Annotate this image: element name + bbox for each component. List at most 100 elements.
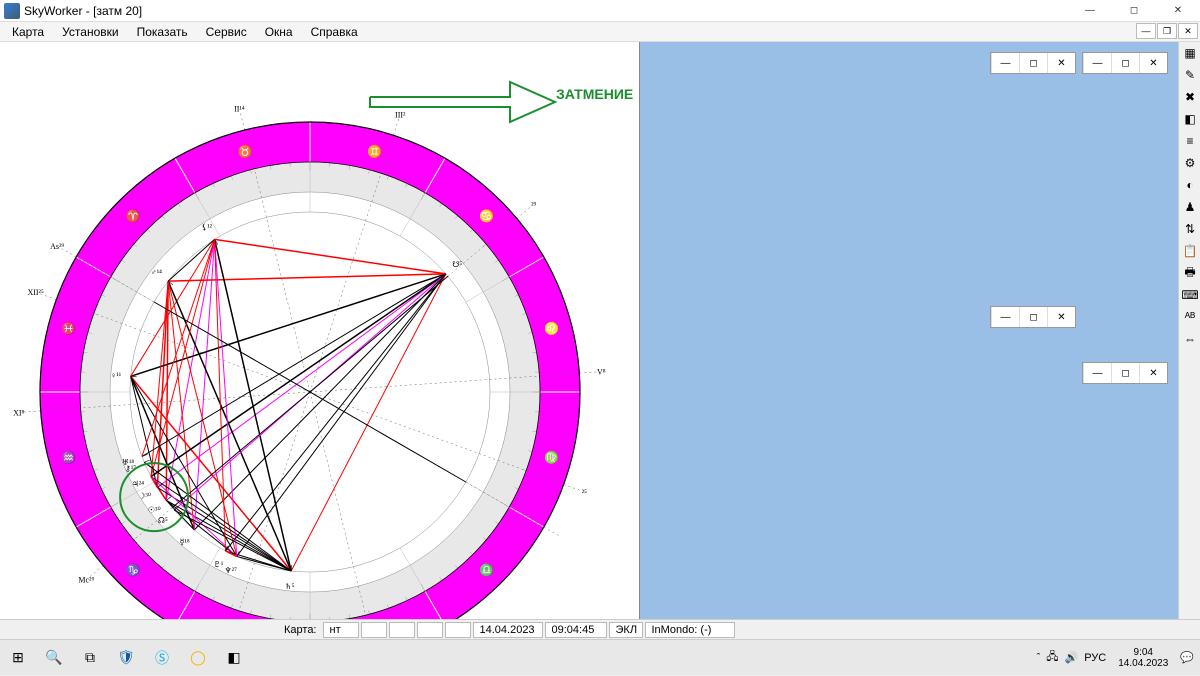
chart-panel: ♈♉♊♋♌♍♎♏♐♑♒♓As²⁹II¹⁴III²²⁹V⁸²⁵VIII¹⁴IX²M… [0,42,640,652]
tw3-close[interactable]: ✕ [1047,307,1075,327]
window-title: SkyWorker - [затм 20] [24,4,1068,18]
tool-gear-icon[interactable]: ⚙ [1179,152,1200,174]
menu-okna[interactable]: Окна [257,23,301,41]
tray-clock[interactable]: 9:04 14.04.2023 [1112,647,1174,669]
taskview-icon[interactable]: ⧉ [72,640,108,676]
tw2-close[interactable]: ✕ [1139,53,1167,73]
tw1-max[interactable]: ◻ [1019,53,1047,73]
clock-time: 9:04 [1118,647,1168,658]
taskbar: ⊞ 🔍 ⧉ 🛡 Ⓢ ◯ ◧ ˆ 🖧 🔊 РУС 9:04 14.04.2023 … [0,639,1200,675]
svg-text:♍: ♍ [544,451,559,465]
tw1-close[interactable]: ✕ [1047,53,1075,73]
tool-layout-icon[interactable]: ◧ [1179,108,1200,130]
toolwindow-1[interactable]: — ◻ ✕ [990,52,1076,74]
tool-figure-icon[interactable]: ♟ [1179,196,1200,218]
clock-date: 14.04.2023 [1118,658,1168,669]
toolwindow-3[interactable]: — ◻ ✕ [990,306,1076,328]
tool-pencil-icon[interactable]: ✎ [1179,64,1200,86]
tw2-min[interactable]: — [1083,53,1111,73]
svg-text:Mc²⁹: Mc²⁹ [78,576,94,585]
toolwindow-4[interactable]: — ◻ ✕ [1082,362,1168,384]
menu-karta[interactable]: Карта [4,23,52,41]
app-icon [4,3,20,19]
mdi-child-controls: — ❐ ✕ [1136,23,1198,39]
tool-keyboard-icon[interactable]: ⌨ [1179,284,1200,306]
natal-chart: ♈♉♊♋♌♍♎♏♐♑♒♓As²⁹II¹⁴III²²⁹V⁸²⁵VIII¹⁴IX²M… [0,42,640,652]
taskbar-skype-icon[interactable]: Ⓢ [144,640,180,676]
svg-text:☊⁵: ☊⁵ [158,516,168,525]
mdi-restore[interactable]: ❐ [1157,23,1177,39]
svg-text:♎: ♎ [479,563,494,577]
status-karta: нт [323,622,359,638]
system-tray: ˆ 🖧 🔊 РУС 9:04 14.04.2023 💬 [1037,647,1200,669]
svg-text:♈: ♈ [126,209,141,223]
menu-servis[interactable]: Сервис [198,23,255,41]
svg-text:II¹⁴: II¹⁴ [234,105,245,114]
svg-text:♌: ♌ [544,321,559,335]
status-empty1 [361,622,387,638]
status-date: 14.04.2023 [473,622,543,638]
tray-chevron-icon[interactable]: ˆ [1037,652,1041,664]
svg-text:♂¹⁴: ♂¹⁴ [151,268,162,277]
eclipse-annotation: ЗАТМЕНИЕ [556,86,633,102]
window-controls: — ◻ ✕ [1068,0,1200,22]
start-button[interactable]: ⊞ [0,640,36,676]
tool-text-icon[interactable]: ᴬᴮ [1179,306,1200,328]
svg-text:♆²⁷: ♆²⁷ [225,566,238,575]
svg-text:♋: ♋ [479,209,494,223]
svg-text:♄⁵: ♄⁵ [285,582,295,591]
tool-swap-icon[interactable]: ⇔ [1179,328,1200,350]
status-empty3 [417,622,443,638]
svg-text:♀¹¹: ♀¹¹ [110,371,121,380]
tool-sort-icon[interactable]: ⇅ [1179,218,1200,240]
minimize-button[interactable]: — [1068,0,1112,22]
status-loc: InMondo: (-) [645,622,735,638]
svg-text:☉³⁰: ☉³⁰ [148,505,161,514]
client-area: ♈♉♊♋♌♍♎♏♐♑♒♓As²⁹II¹⁴III²²⁹V⁸²⁵VIII¹⁴IX²M… [0,42,1178,619]
menu-ustanovki[interactable]: Установки [54,23,126,41]
tw4-min[interactable]: — [1083,363,1111,383]
tw3-max[interactable]: ◻ [1019,307,1047,327]
status-sys: ЭКЛ [609,622,643,638]
svg-text:☽³⁰: ☽³⁰ [138,491,151,500]
tray-lang[interactable]: РУС [1084,652,1106,664]
mdi-minimize[interactable]: — [1136,23,1156,39]
mdi-close[interactable]: ✕ [1178,23,1198,39]
tray-network-icon[interactable]: 🖧 [1046,648,1058,667]
statusbar: Карта: нт 14.04.2023 09:04:45 ЭКЛ InMond… [0,619,1200,639]
menu-pokazat[interactable]: Показать [129,23,196,41]
tool-phase-icon[interactable]: ◐ [1179,174,1200,196]
tool-clipboard-icon[interactable]: 📋 [1179,240,1200,262]
svg-text:♉: ♉ [238,145,253,159]
tw4-max[interactable]: ◻ [1111,363,1139,383]
svg-text:V⁸: V⁸ [597,368,606,377]
taskbar-skyworker-icon[interactable]: ◧ [216,640,252,676]
taskbar-chrome-icon[interactable]: ◯ [180,640,216,676]
tool-print-icon[interactable]: 🖶 [1179,262,1200,284]
svg-text:☿¹⁸: ☿¹⁸ [180,537,190,546]
tw4-close[interactable]: ✕ [1139,363,1167,383]
menu-spravka[interactable]: Справка [303,23,366,41]
maximize-button[interactable]: ◻ [1112,0,1156,22]
tw2-max[interactable]: ◻ [1111,53,1139,73]
svg-text:As²⁹: As²⁹ [50,242,64,251]
tw1-min[interactable]: — [991,53,1019,73]
svg-text:²⁹: ²⁹ [531,200,536,209]
svg-text:♇¹: ♇¹ [214,560,224,569]
annotation-arrow [360,72,560,132]
taskbar-app1-icon[interactable]: 🛡 [108,640,144,676]
tool-erase-icon[interactable]: ✖ [1179,86,1200,108]
status-time: 09:04:45 [545,622,607,638]
tool-grid-icon[interactable]: ▦ [1179,42,1200,64]
tool-list-icon[interactable]: ≡ [1179,130,1200,152]
tray-notifications-icon[interactable]: 💬 [1180,651,1194,664]
svg-text:♓: ♓ [61,321,76,335]
menubar: Карта Установки Показать Сервис Окна Спр… [0,22,1200,42]
tray-sound-icon[interactable]: 🔊 [1065,651,1079,664]
tw3-min[interactable]: — [991,307,1019,327]
toolwindow-2[interactable]: — ◻ ✕ [1082,52,1168,74]
close-button[interactable]: ✕ [1156,0,1200,22]
svg-text:⚸¹²: ⚸¹² [201,223,212,232]
taskbar-search-icon[interactable]: 🔍 [36,640,72,676]
svg-text:♒: ♒ [61,451,76,465]
